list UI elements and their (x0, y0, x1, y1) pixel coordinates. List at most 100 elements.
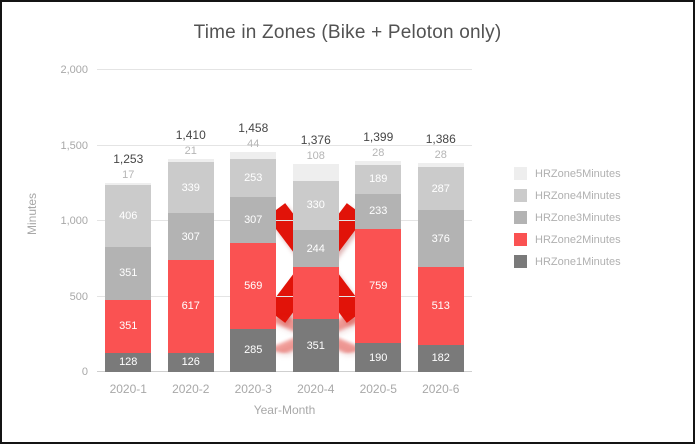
x-tick-label: 2020-3 (234, 382, 272, 396)
legend-label: HRZone5Minutes (535, 167, 621, 180)
segment-value-label: 287 (431, 182, 450, 195)
segment-HRZone1Minutes: 285 (230, 328, 277, 372)
x-tick-label: 2020-1 (109, 382, 147, 396)
stacked-bar: 190 759 233 189 (355, 160, 402, 372)
segment-HRZone5Minutes (105, 182, 152, 186)
legend-item-HRZone5Minutes: HRZone5Minutes (514, 167, 621, 180)
segment-value-label: 617 (181, 300, 200, 313)
segment-value-label: 376 (431, 232, 450, 245)
x-axis-title: Year-Month (253, 403, 316, 417)
segment-HRZone4Minutes: 339 (167, 162, 214, 214)
segment-value-label: 285 (244, 344, 263, 357)
zone5-value-label: 17 (122, 168, 135, 181)
y-tick-label: 1,000 (60, 215, 88, 227)
segment-HRZone3Minutes: 351 (105, 246, 152, 300)
gridline (97, 220, 472, 221)
x-tick-label: 2020-4 (297, 382, 335, 396)
segment-value-label: 330 (306, 199, 325, 212)
segment-HRZone1Minutes: 351 (292, 319, 339, 372)
segment-HRZone4Minutes: 406 (105, 185, 152, 247)
y-tick-label: 500 (69, 290, 88, 303)
stacked-bar: 182 513 376 287 (417, 162, 464, 372)
bar-group-2020-6: 28 1,386 2020-6 182 513 376 287 (410, 70, 473, 396)
legend-swatch (514, 167, 527, 180)
zone5-value-label: 21 (184, 145, 197, 158)
stacked-bar: 126 617 307 339 (167, 159, 214, 372)
stacked-bar: 351 244 330 (292, 164, 339, 372)
segment-value-label: 253 (244, 171, 263, 184)
bar-group-2020-1: 17 1,253 2020-1 128 351 351 406 (97, 70, 160, 396)
segment-value-label: 759 (369, 280, 388, 293)
gridline (97, 144, 472, 146)
stacked-bar: 285 569 307 253 (230, 151, 277, 372)
segment-HRZone2Minutes (292, 267, 339, 319)
segment-value-label: 128 (119, 356, 138, 369)
segment-value-label: 569 (244, 280, 263, 293)
legend-swatch (514, 255, 527, 268)
zone5-value-label: 108 (306, 150, 325, 163)
segment-HRZone3Minutes: 233 (355, 193, 402, 229)
gridline (97, 69, 472, 70)
segment-value-label: 182 (431, 352, 450, 365)
x-tick-label: 2020-5 (359, 382, 397, 396)
segment-value-label: 233 (369, 205, 388, 218)
legend-swatch (514, 189, 527, 202)
segment-value-label: 307 (244, 213, 263, 226)
stacked-bar: 128 351 351 406 (105, 182, 152, 372)
segment-HRZone5Minutes (355, 160, 402, 166)
bar-total-label: 1,458 (238, 120, 269, 135)
segment-value-label: 351 (306, 339, 325, 352)
legend-label: HRZone4Minutes (535, 189, 621, 202)
legend-label: HRZone1Minutes (535, 255, 621, 268)
legend: HRZone5Minutes HRZone4Minutes HRZone3Minut… (514, 167, 621, 268)
segment-HRZone2Minutes: 513 (417, 267, 464, 345)
segment-value-label: 513 (431, 299, 450, 312)
segment-HRZone2Minutes: 759 (355, 228, 402, 344)
zone5-value-label: 44 (247, 137, 260, 150)
bar-total-label: 1,399 (363, 129, 394, 144)
segment-value-label: 406 (119, 210, 138, 223)
segment-HRZone1Minutes: 128 (105, 352, 152, 372)
segment-HRZone5Minutes (292, 164, 339, 181)
bar-total-label: 1,376 (300, 133, 331, 148)
y-tick-label: 2,000 (60, 64, 88, 76)
segment-value-label: 351 (119, 320, 138, 333)
x-tick-label: 2020-6 (422, 382, 460, 396)
segment-value-label: 126 (181, 356, 200, 369)
segment-HRZone1Minutes: 190 (355, 343, 402, 372)
segment-HRZone5Minutes (417, 162, 464, 167)
gridline (97, 295, 472, 297)
legend-item-HRZone4Minutes: HRZone4Minutes (514, 189, 621, 202)
segment-HRZone3Minutes: 244 (292, 230, 339, 268)
segment-value-label: 307 (181, 230, 200, 243)
legend-swatch (514, 233, 527, 246)
plot-area: 17 1,253 2020-1 128 351 351 406 21 1,410 2020-2 12… (97, 69, 473, 396)
bar-total-label: 1,386 (425, 131, 456, 146)
y-tick-label: 1,500 (60, 139, 88, 152)
x-tick-label: 2020-2 (172, 382, 210, 396)
zone5-value-label: 28 (434, 148, 447, 161)
legend-swatch (514, 211, 527, 224)
segment-value-label: 189 (369, 173, 388, 186)
segment-HRZone4Minutes: 330 (292, 180, 339, 231)
segment-HRZone3Minutes: 307 (230, 196, 277, 244)
chart-title: Time in Zones (Bike + Peloton only) (193, 22, 502, 43)
segment-HRZone1Minutes: 126 (167, 352, 214, 372)
segment-value-label: 244 (306, 242, 325, 255)
segment-HRZone4Minutes: 287 (417, 166, 464, 211)
segment-HRZone4Minutes: 189 (355, 165, 402, 194)
legend-item-HRZone1Minutes: HRZone1Minutes (514, 255, 621, 268)
legend-label: HRZone3Minutes (535, 211, 621, 224)
segment-HRZone1Minutes: 182 (417, 344, 464, 372)
bar-group-2020-2: 21 1,410 2020-2 126 617 307 339 (160, 70, 223, 396)
bar-total-label: 1,253 (113, 151, 144, 166)
segment-HRZone2Minutes: 351 (105, 299, 152, 353)
legend-item-HRZone3Minutes: HRZone3Minutes (514, 211, 621, 224)
segment-HRZone2Minutes: 617 (167, 259, 214, 353)
segment-value-label: 190 (369, 351, 388, 364)
segment-HRZone4Minutes: 253 (230, 158, 277, 197)
legend-item-HRZone2Minutes: HRZone2Minutes (514, 233, 621, 246)
segment-HRZone3Minutes: 307 (167, 213, 214, 260)
segment-HRZone2Minutes: 569 (230, 243, 277, 329)
